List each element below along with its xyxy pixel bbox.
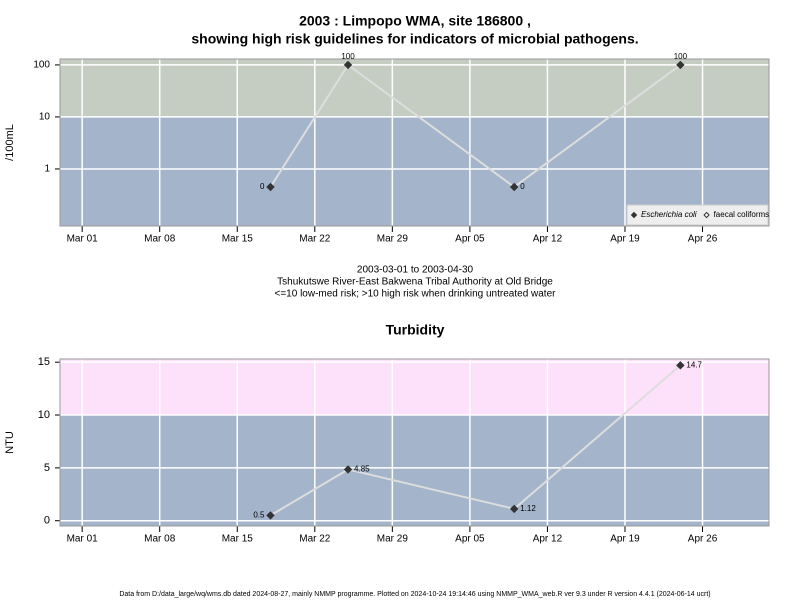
y-axis-label: NTU — [4, 431, 16, 454]
y-tick-label: 5 — [44, 462, 50, 474]
data-point — [509, 182, 519, 192]
x-tick-label: Apr 05 — [455, 234, 485, 245]
legend-marker — [630, 211, 638, 219]
chart-subtitle: showing high risk guidelines for indicat… — [191, 31, 638, 47]
x-tick-label: Apr 12 — [533, 534, 563, 545]
x-tick-label: Mar 08 — [144, 534, 176, 545]
x-tick-label: Apr 26 — [688, 534, 718, 545]
x-tick-label: Mar 22 — [299, 234, 331, 245]
data-point — [676, 361, 685, 370]
x-tick-label: Apr 19 — [610, 234, 640, 245]
x-tick-label: Apr 05 — [455, 534, 485, 545]
legend-label: faecal coliforms — [714, 210, 770, 219]
data-label: 0.5 — [253, 511, 265, 520]
data-point — [266, 182, 275, 192]
note: 2003-03-01 to 2003-04-30 — [357, 265, 474, 276]
data-line — [269, 364, 682, 517]
x-tick-label: Mar 08 — [144, 234, 176, 245]
y-tick-label: 0 — [44, 515, 50, 527]
data-label: 0 — [260, 182, 265, 191]
chart-title: 2003 : Limpopo WMA, site 186800 , — [299, 13, 531, 29]
data-label: 100 — [674, 52, 688, 61]
x-tick-label: Mar 29 — [377, 234, 409, 245]
note: Tshukutswe River-East Bakwena Tribal Aut… — [277, 277, 553, 288]
x-tick-label: Mar 01 — [67, 534, 99, 545]
legend-label: Escherichia coli — [641, 210, 697, 219]
x-tick-label: Mar 29 — [377, 534, 409, 545]
y-tick-label: 1 — [44, 164, 50, 175]
data-point — [509, 504, 519, 514]
legend-marker — [703, 211, 710, 219]
data-label: 0 — [520, 182, 525, 191]
chart-title: Turbidity — [386, 322, 445, 338]
x-tick-label: Apr 12 — [533, 234, 563, 245]
band-below — [60, 415, 769, 526]
data-point — [343, 465, 353, 474]
band-above — [60, 359, 769, 416]
data-point — [266, 511, 275, 520]
data-label: 14.7 — [686, 360, 702, 369]
x-tick-label: Apr 19 — [610, 534, 640, 545]
x-tick-label: Apr 26 — [688, 234, 718, 245]
plot-frame — [59, 358, 770, 527]
x-tick-label: Mar 22 — [299, 534, 331, 545]
plot-frame — [59, 58, 770, 227]
x-tick-label: Mar 01 — [67, 234, 99, 245]
x-tick-label: Mar 15 — [222, 534, 254, 545]
data-line — [269, 63, 681, 189]
note: <=10 low-med risk; >10 high risk when dr… — [275, 289, 557, 300]
y-tick-label: 10 — [38, 409, 50, 421]
x-tick-label: Mar 15 — [222, 234, 254, 245]
data-point — [343, 60, 353, 70]
band-above — [60, 59, 769, 117]
footer: Data from D:/data_large/wq/wms.db dated … — [119, 591, 710, 598]
y-tick-label: 15 — [38, 356, 50, 368]
data-label: 1.12 — [520, 504, 536, 513]
legend-box — [626, 204, 769, 226]
y-tick-label: 10 — [39, 112, 51, 123]
data-label: 4.85 — [354, 465, 370, 474]
y-tick-label: 100 — [33, 60, 50, 71]
y-axis-label: /100mL — [4, 124, 16, 161]
data-label: 100 — [341, 52, 355, 61]
data-point — [676, 60, 685, 70]
